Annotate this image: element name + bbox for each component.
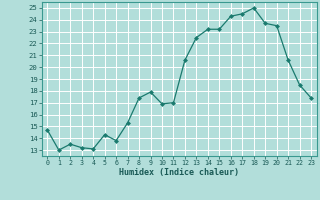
X-axis label: Humidex (Indice chaleur): Humidex (Indice chaleur) [119,168,239,177]
